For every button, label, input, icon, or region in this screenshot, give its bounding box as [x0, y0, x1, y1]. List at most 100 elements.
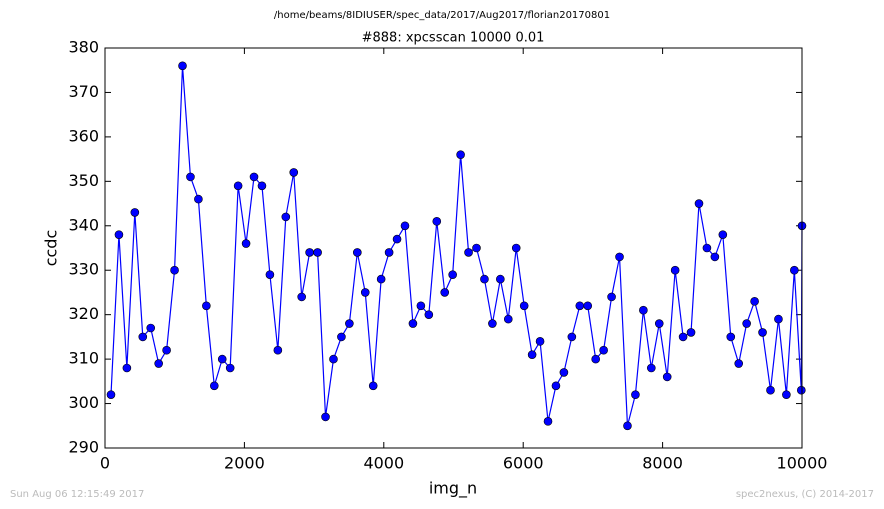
- x-tick-label: 2000: [224, 454, 265, 473]
- data-point: [257, 181, 267, 191]
- data-point: [702, 243, 712, 253]
- data-point: [432, 217, 442, 226]
- x-tick-label: 10000: [777, 454, 828, 473]
- data-point: [297, 292, 306, 302]
- data-point: [337, 332, 346, 342]
- data-point: [241, 239, 251, 248]
- data-point: [281, 212, 291, 222]
- data-line: [110, 65, 803, 426]
- data-point: [424, 310, 434, 319]
- data-point: [408, 319, 418, 328]
- data-point: [472, 243, 481, 253]
- data-point: [122, 363, 132, 373]
- data-point: [368, 381, 378, 391]
- data-point: [591, 354, 600, 364]
- data-point: [114, 230, 124, 239]
- data-point: [734, 359, 744, 368]
- data-point: [273, 345, 283, 355]
- data-point: [321, 412, 330, 422]
- y-tick-label: 350: [68, 171, 99, 190]
- y-tick-label: 310: [68, 349, 99, 368]
- data-point: [797, 385, 806, 395]
- data-point: [384, 248, 394, 257]
- data-point: [686, 328, 696, 337]
- y-tick-label: 380: [68, 38, 99, 57]
- data-point: [305, 248, 314, 257]
- data-point: [496, 274, 505, 284]
- data-point: [567, 332, 577, 342]
- suptitle: /home/beams/8IDIUSER/spec_data/2017/Aug2…: [274, 10, 610, 21]
- x-tick-label: 8000: [642, 454, 683, 473]
- data-point: [249, 172, 259, 182]
- x-tick-label: 0: [100, 454, 110, 473]
- data-point: [750, 297, 759, 306]
- data-point: [217, 354, 227, 364]
- y-tick-label: 300: [68, 393, 99, 412]
- footer-right: spec2nexus, (C) 2014-2017: [736, 489, 874, 500]
- data-point: [575, 301, 585, 311]
- data-point: [607, 292, 616, 302]
- y-tick-label: 340: [68, 215, 99, 234]
- data-point: [456, 150, 465, 159]
- data-point: [511, 243, 521, 253]
- data-point: [623, 421, 632, 431]
- data-point: [233, 181, 243, 191]
- data-point: [194, 194, 203, 204]
- y-axis-label: ccdc: [42, 230, 61, 267]
- chart-title: #888: xpcsscan 10000 0.01: [362, 31, 545, 46]
- data-point: [527, 350, 537, 359]
- plot-area: [106, 61, 807, 431]
- data-point: [583, 301, 593, 311]
- data-point: [186, 172, 195, 182]
- data-point: [790, 265, 799, 275]
- data-point: [631, 390, 640, 399]
- data-point: [742, 319, 751, 328]
- data-point: [782, 390, 791, 399]
- data-point: [718, 230, 728, 239]
- data-point: [480, 274, 489, 284]
- data-point: [694, 199, 704, 208]
- data-point: [559, 368, 569, 377]
- data-point: [647, 363, 656, 373]
- y-tick-label: 290: [68, 438, 99, 457]
- data-point: [710, 252, 720, 262]
- data-point: [130, 208, 140, 217]
- data-point: [543, 417, 553, 426]
- data-point: [202, 301, 211, 311]
- data-point: [488, 319, 497, 328]
- data-point: [345, 319, 354, 328]
- data-point: [209, 381, 219, 391]
- y-tick-label: 360: [68, 126, 99, 145]
- data-point: [225, 363, 235, 373]
- data-point: [440, 288, 450, 297]
- y-tick-label: 370: [68, 82, 99, 101]
- data-point: [535, 337, 545, 346]
- data-point: [766, 385, 775, 395]
- data-point: [313, 248, 322, 257]
- data-point: [448, 270, 457, 279]
- data-point: [400, 221, 410, 231]
- data-point: [162, 345, 171, 355]
- data-point: [178, 61, 187, 71]
- data-point: [662, 372, 672, 382]
- data-point: [360, 288, 370, 297]
- data-point: [551, 381, 561, 391]
- data-point: [265, 270, 275, 279]
- plot-frame: [104, 47, 803, 449]
- data-point: [154, 359, 163, 368]
- x-tick-label: 4000: [363, 454, 404, 473]
- data-point: [138, 332, 148, 342]
- data-point: [146, 323, 156, 333]
- data-point: [599, 345, 608, 355]
- data-point: [726, 332, 736, 342]
- x-axis-label: img_n: [429, 479, 477, 499]
- data-point: [758, 328, 767, 337]
- data-point: [670, 265, 680, 275]
- data-point: [774, 314, 783, 324]
- footer-left: Sun Aug 06 12:15:49 2017: [10, 489, 144, 500]
- data-point: [329, 354, 338, 364]
- data-point: [106, 390, 116, 399]
- data-point: [464, 248, 473, 257]
